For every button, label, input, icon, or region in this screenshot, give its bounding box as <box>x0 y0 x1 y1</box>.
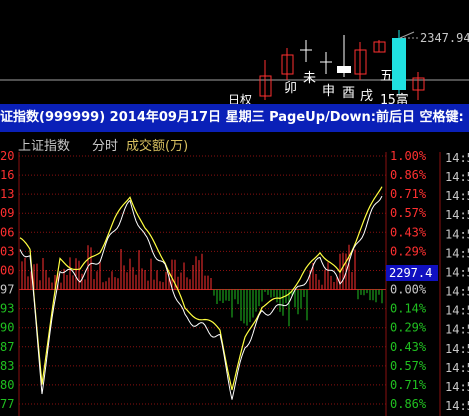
time-axis-label: 14:5 <box>445 208 469 222</box>
left-axis-label: 20 <box>0 149 14 163</box>
time-axis-label: 14:5 <box>445 265 469 279</box>
daily-kline-panel[interactable]: 2347.94 卯 未 申 酉 戌 五 15富 日权 <box>0 0 469 104</box>
time-axis-label: 14:5 <box>445 399 469 413</box>
left-price-axis: 20 16 13 09 06 03 00 97 93 90 87 83 80 77 <box>0 149 14 411</box>
right-axis-label: 0.57% <box>390 206 427 220</box>
right-axis-label: 1.00% <box>390 149 427 163</box>
kline-left-label: 日权 <box>228 93 252 104</box>
time-axis-label: 14:5 <box>445 151 469 165</box>
time-axis-label: 14:5 <box>445 285 469 299</box>
left-axis-label: 00 <box>0 263 14 277</box>
kline-day-label: 15富 <box>380 92 409 104</box>
left-axis-label: 87 <box>0 340 14 354</box>
kline-day-label: 戌 <box>360 89 373 104</box>
current-price-tag: 2297.4 <box>386 265 438 281</box>
time-axis-label: 14:5 <box>445 170 469 184</box>
time-axis-label: 14:5 <box>445 323 469 337</box>
chart-mode-label[interactable]: 分时 <box>92 139 119 154</box>
time-axis-label: 14:5 <box>445 189 469 203</box>
left-axis-label: 03 <box>0 244 14 258</box>
time-axis-label: 14:5 <box>445 304 469 318</box>
right-axis-label: 0.00% <box>390 283 427 297</box>
time-axis-label: 14:5 <box>445 246 469 260</box>
right-time-axis: 14:5 14:5 14:5 14:5 14:5 14:5 14:5 14:5 14:5 14:5… <box>445 151 469 413</box>
left-axis-label: 09 <box>0 206 14 220</box>
average-price-line <box>19 186 383 391</box>
right-axis-label: 0.14% <box>390 302 427 316</box>
left-axis-label: 97 <box>0 283 14 297</box>
kline-day-label: 未 <box>303 71 316 86</box>
status-bar-text: 证指数(999999) 2014年09月17日 星期三 PageUp/Down:… <box>0 110 464 125</box>
chart-info-bar: 上证指数 分时 成交额(万) <box>0 132 469 154</box>
right-axis-label: 0.29% <box>390 321 427 335</box>
left-axis-label: 16 <box>0 168 14 182</box>
right-axis-label: 0.71% <box>390 187 427 201</box>
time-axis-label: 14:5 <box>445 227 469 241</box>
current-price-tag-text: 2297.4 <box>389 266 432 280</box>
time-axis-label: 14:5 <box>445 361 469 375</box>
kline-price-label: 2347.94 <box>420 31 469 45</box>
time-axis-label: 14:5 <box>445 380 469 394</box>
right-axis-label: 0.86% <box>390 397 427 411</box>
volume-bars <box>21 244 383 327</box>
left-axis-label: 13 <box>0 187 14 201</box>
left-axis-label: 80 <box>0 378 14 392</box>
index-name-label: 上证指数 <box>18 139 71 154</box>
time-axis-label: 14:5 <box>445 342 469 356</box>
kline-candles <box>259 30 425 100</box>
right-axis-label: 0.71% <box>390 378 427 392</box>
right-axis-label: 0.43% <box>390 340 427 354</box>
right-axis-label: 0.43% <box>390 225 427 239</box>
left-axis-label: 06 <box>0 225 14 239</box>
left-axis-label: 83 <box>0 359 14 373</box>
kline-day-label: 卯 <box>284 81 297 96</box>
status-bar: 证指数(999999) 2014年09月17日 星期三 PageUp/Down:… <box>0 104 469 132</box>
right-axis-label: 0.57% <box>390 359 427 373</box>
price-line <box>19 195 383 400</box>
left-axis-label: 90 <box>0 321 14 335</box>
kline-day-label: 申 <box>322 84 335 99</box>
left-axis-label: 77 <box>0 397 14 411</box>
right-axis-label: 0.86% <box>390 168 427 182</box>
indicator-label[interactable]: 成交额(万) <box>126 139 189 154</box>
left-axis-label: 93 <box>0 302 14 316</box>
right-axis-label: 0.29% <box>390 244 427 258</box>
kline-day-label: 酉 <box>342 86 355 101</box>
kline-day-label: 五 <box>380 69 393 84</box>
